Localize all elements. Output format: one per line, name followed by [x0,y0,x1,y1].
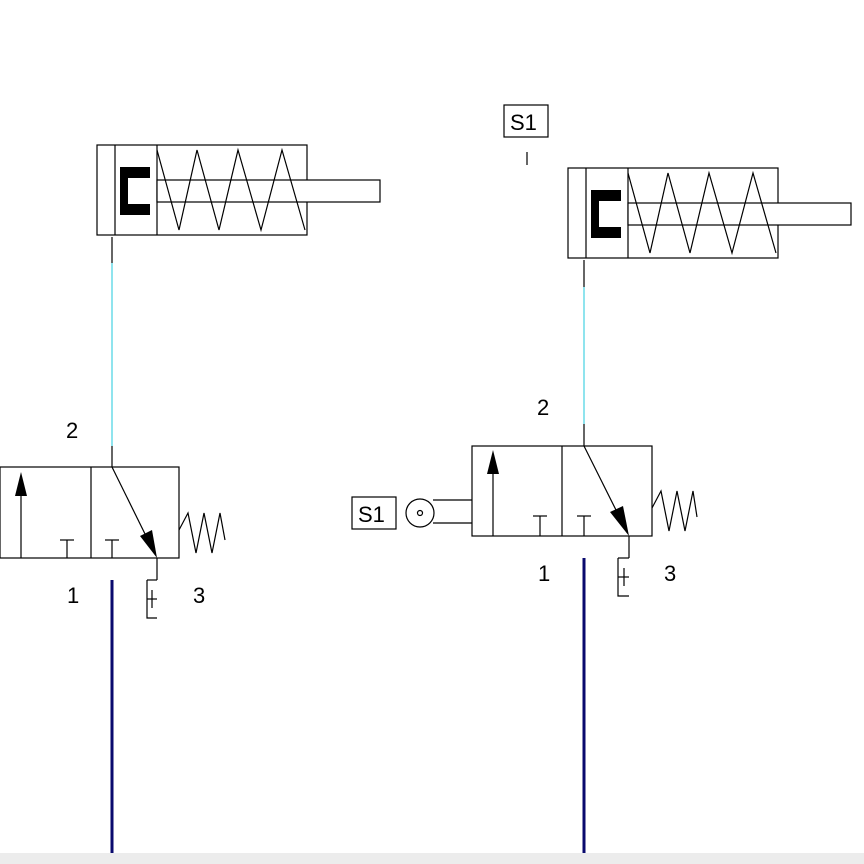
right-cylinder-rod [627,202,852,226]
left-port-2-label: 2 [66,418,78,443]
right-port-3-label: 3 [664,561,676,586]
right-port-2-label: 2 [537,395,549,420]
right-cylinder-spring [627,170,777,256]
left-circuit: 2 1 3 [0,144,381,853]
right-actuator-marker: S1 [351,496,397,530]
right-circuit: S1 [351,104,852,853]
right-sensor-marker: S1 [503,104,549,165]
right-sensor-tag: S1 [510,110,537,135]
left-port-1-label: 1 [67,583,79,608]
right-port-1-label: 1 [538,561,550,586]
left-valve-body [0,466,180,559]
right-roller-icon [405,498,435,528]
left-port-3-label: 3 [193,583,205,608]
left-cylinder-rod [156,179,381,203]
left-cylinder [96,144,381,236]
left-valve [0,466,226,559]
right-valve [405,445,698,537]
left-valve-spring [178,511,226,554]
left-exhaust [146,558,158,619]
right-cylinder [567,167,852,259]
right-valve-spring [651,489,698,532]
right-actuator-tag: S1 [358,502,385,527]
left-cylinder-spring [156,147,306,233]
bottom-scroll-strip [0,853,864,864]
right-exhaust [617,536,630,597]
